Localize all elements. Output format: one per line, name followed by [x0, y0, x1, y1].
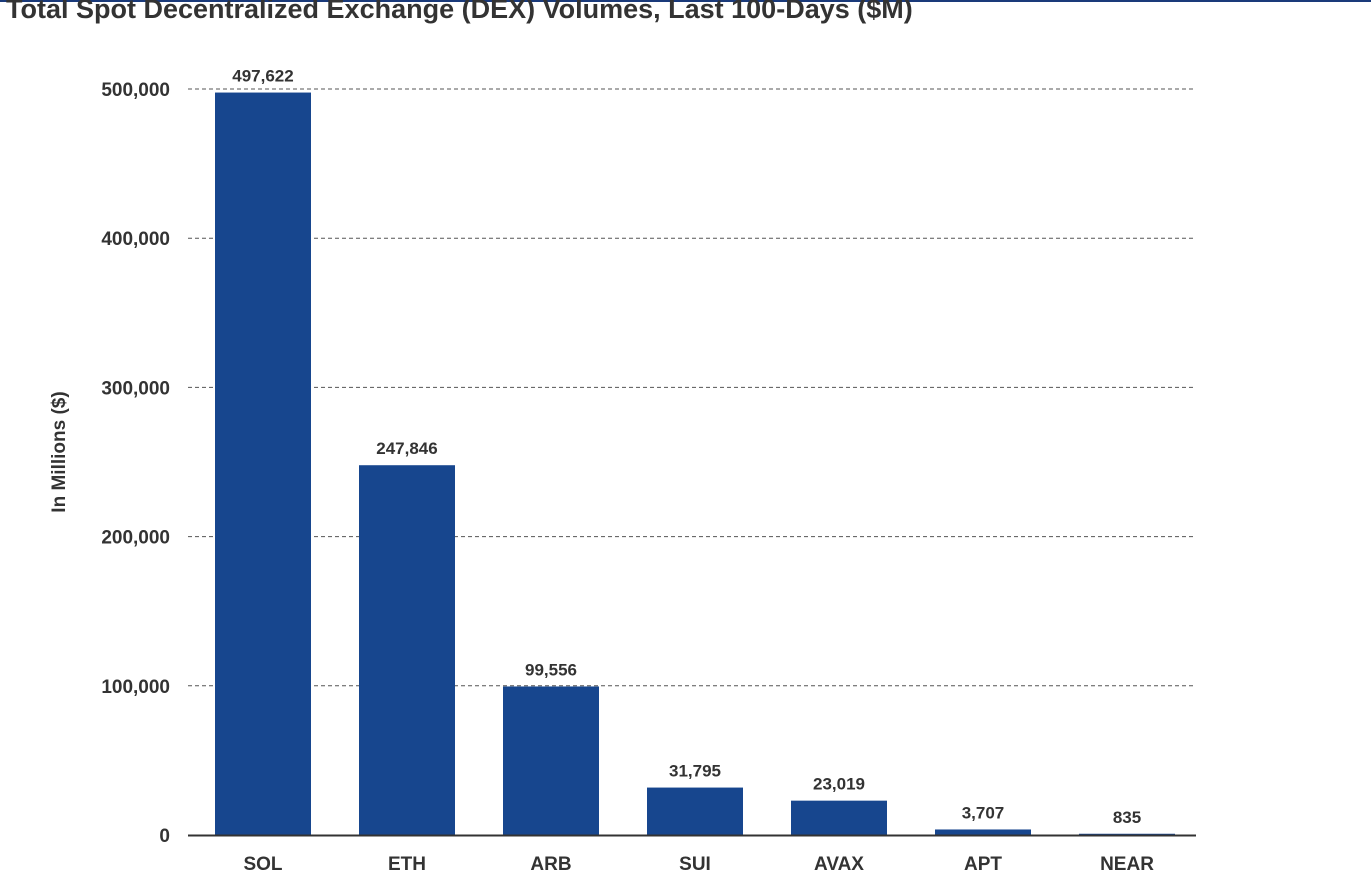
- gridlines: [188, 88, 1196, 687]
- bars: [215, 92, 1175, 835]
- x-tick-label-avax: AVAX: [814, 854, 864, 875]
- bar-sol: [215, 92, 311, 835]
- data-label-apt: 3,707: [962, 803, 1005, 822]
- x-tick-label-apt: APT: [964, 854, 1002, 875]
- bar-apt: [935, 829, 1031, 835]
- data-label-eth: 247,846: [376, 439, 437, 458]
- x-tick-label-arb: ARB: [530, 854, 571, 875]
- title-rule: [0, 0, 1371, 2]
- x-tick-label-sol: SOL: [243, 854, 282, 875]
- chart-title: Total Spot Decentralized Exchange (DEX) …: [6, 0, 913, 24]
- y-tick-label: 400,000: [101, 229, 170, 250]
- x-tick-label-sui: SUI: [679, 854, 711, 875]
- y-tick-label: 0: [159, 826, 170, 847]
- data-label-avax: 23,019: [813, 775, 865, 794]
- y-axis-label: In Millions ($): [49, 391, 70, 512]
- bar-arb: [503, 686, 599, 835]
- y-tick-label: 300,000: [101, 378, 170, 399]
- bar-avax: [791, 800, 887, 835]
- y-tick-label: 100,000: [101, 677, 170, 698]
- y-tick-label: 200,000: [101, 528, 170, 549]
- data-labels: 497,622 247,846 99,556 31,795 23,019 3,707 835: [232, 67, 1141, 827]
- data-label-sol: 497,622: [232, 67, 293, 86]
- bar-eth: [359, 465, 455, 835]
- x-axis-ticks: SOL ETH ARB SUI AVAX APT NEAR: [243, 854, 1154, 875]
- data-label-near: 835: [1113, 808, 1141, 827]
- bar-near: [1079, 833, 1175, 835]
- y-axis-ticks: 0 100,000 200,000 300,000 400,000 500,000: [101, 80, 170, 847]
- x-tick-label-eth: ETH: [388, 854, 426, 875]
- data-label-arb: 99,556: [525, 660, 577, 679]
- bar-sui: [647, 787, 743, 835]
- y-tick-label: 500,000: [101, 80, 170, 101]
- x-tick-label-near: NEAR: [1100, 854, 1154, 875]
- data-label-sui: 31,795: [669, 762, 721, 781]
